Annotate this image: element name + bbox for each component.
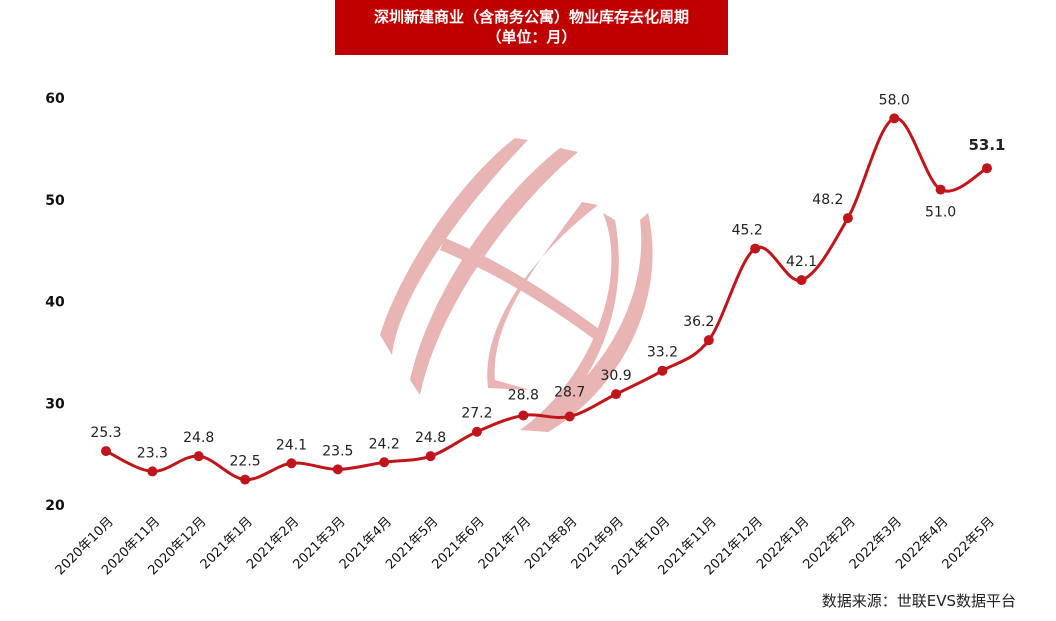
data-point-marker [564,411,575,422]
data-value-label: 36.2 [683,314,714,330]
data-value-label: 45.2 [732,223,763,239]
data-point-marker [703,335,714,346]
data-point-marker [332,464,343,475]
data-value-label: 51.0 [925,205,956,221]
data-value-label: 25.3 [90,425,121,441]
y-tick-label: 40 [45,295,65,311]
y-tick-label: 20 [45,498,65,514]
data-point-marker [611,389,622,400]
data-point-marker [889,113,900,124]
data-value-label: 23.3 [137,445,168,461]
data-value-label: 28.7 [554,384,585,400]
y-tick-label: 30 [45,396,65,412]
data-value-label: 22.5 [230,454,261,470]
chart-title-unit: （单位：月） [486,28,577,46]
data-value-label: 28.8 [508,387,539,403]
y-tick-label: 50 [45,193,65,209]
data-point-marker [750,243,761,254]
data-point-marker [193,451,204,462]
data-value-label: 48.2 [812,192,843,208]
data-value-label: 24.2 [369,436,400,452]
data-point-marker [425,451,436,462]
data-point-marker [240,474,251,485]
data-value-label: 27.2 [461,406,492,422]
company-logo-watermark-icon [380,138,653,432]
data-point-marker [101,446,111,457]
data-point-marker [286,458,297,469]
chart-title: 深圳新建商业（含商务公寓）物业库存去化周期 （单位：月） [335,0,728,55]
data-value-label: 33.2 [647,345,678,361]
data-value-label: 42.1 [786,254,817,270]
data-markers [101,113,992,485]
data-value-label: 30.9 [600,368,631,384]
data-source-note: 数据来源：世联EVS数据平台 [821,592,1016,610]
data-point-marker [379,457,390,468]
data-value-label: 24.1 [276,437,307,453]
data-point-marker [842,213,853,224]
data-point-marker [982,163,992,174]
data-value-label: 23.5 [322,443,353,459]
x-axis: 2020年10月2020年11月2020年12月2021年1月2021年2月20… [53,514,998,578]
data-point-marker [471,426,482,437]
data-value-label: 24.8 [183,430,214,446]
data-value-label: 24.8 [415,430,446,446]
data-value-label: 58.0 [879,92,910,108]
data-labels: 25.3 23.3 24.8 22.5 24.1 23.5 24.2 24.8 27.2 28.8… [90,92,1005,469]
data-point-marker [657,365,668,376]
data-point-marker [796,275,807,286]
data-value-label: 53.1 [968,136,1005,154]
data-point-marker [147,466,158,477]
y-axis: 20 30 40 50 60 [45,91,65,514]
data-point-marker [518,410,529,421]
chart-title-line1: 深圳新建商业（含商务公寓）物业库存去化周期 [373,8,689,26]
data-point-marker [935,184,946,195]
y-tick-label: 60 [45,91,65,107]
